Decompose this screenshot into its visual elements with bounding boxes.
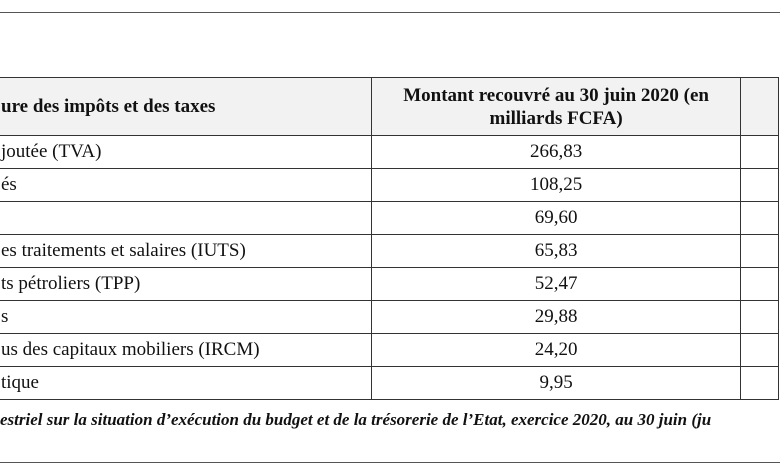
tax-name: joutée (TVA) bbox=[0, 135, 373, 169]
amount: 108,25 bbox=[371, 168, 741, 202]
table-row: és 108,25 bbox=[0, 168, 780, 202]
header-cell bbox=[739, 77, 780, 136]
amount: 29,88 bbox=[371, 300, 741, 334]
amount: 52,47 bbox=[371, 267, 741, 301]
empty-cell bbox=[739, 234, 780, 268]
empty-cell bbox=[739, 300, 780, 334]
table-row: 69,60 bbox=[0, 201, 780, 235]
table-row: ts pétroliers (TPP) 52,47 bbox=[0, 267, 780, 301]
table-row: joutée (TVA) 266,83 bbox=[0, 135, 780, 169]
top-rule bbox=[0, 12, 780, 13]
tax-name: us des capitaux mobiliers (IRCM) bbox=[0, 333, 373, 367]
table-row: s 29,88 bbox=[0, 300, 780, 334]
header-row: ure des impôts et des taxes Montant reco… bbox=[0, 77, 780, 136]
caption: estriel sur la situation d’exécution du … bbox=[0, 410, 712, 429]
tax-name: tique bbox=[0, 366, 373, 400]
amount: 24,20 bbox=[371, 333, 741, 367]
amount: 65,83 bbox=[371, 234, 741, 268]
table-row: es traitements et salaires (IUTS) 65,83 bbox=[0, 234, 780, 268]
amount: 9,95 bbox=[371, 366, 741, 400]
table-body: ure des impôts et des taxes Montant reco… bbox=[0, 77, 780, 400]
tax-name: s bbox=[0, 300, 373, 334]
empty-cell bbox=[739, 333, 780, 367]
tax-name: ts pétroliers (TPP) bbox=[0, 267, 373, 301]
empty-cell bbox=[739, 267, 780, 301]
empty-cell bbox=[739, 168, 780, 202]
tax-name: és bbox=[0, 168, 373, 202]
tax-name bbox=[0, 201, 373, 235]
tax-table: ure des impôts et des taxes Montant reco… bbox=[0, 77, 780, 400]
header-cell: ure des impôts et des taxes bbox=[0, 77, 373, 136]
amount: 266,83 bbox=[371, 135, 741, 169]
empty-cell bbox=[739, 366, 780, 400]
header-cell: Montant recouvré au 30 juin 2020 (en mil… bbox=[371, 77, 741, 136]
empty-cell bbox=[739, 201, 780, 235]
table-row: us des capitaux mobiliers (IRCM) 24,20 bbox=[0, 333, 780, 367]
empty-cell bbox=[739, 135, 780, 169]
amount: 69,60 bbox=[371, 201, 741, 235]
tax-name: es traitements et salaires (IUTS) bbox=[0, 234, 373, 268]
table-row: tique 9,95 bbox=[0, 366, 780, 400]
bottom-rule bbox=[0, 462, 780, 463]
